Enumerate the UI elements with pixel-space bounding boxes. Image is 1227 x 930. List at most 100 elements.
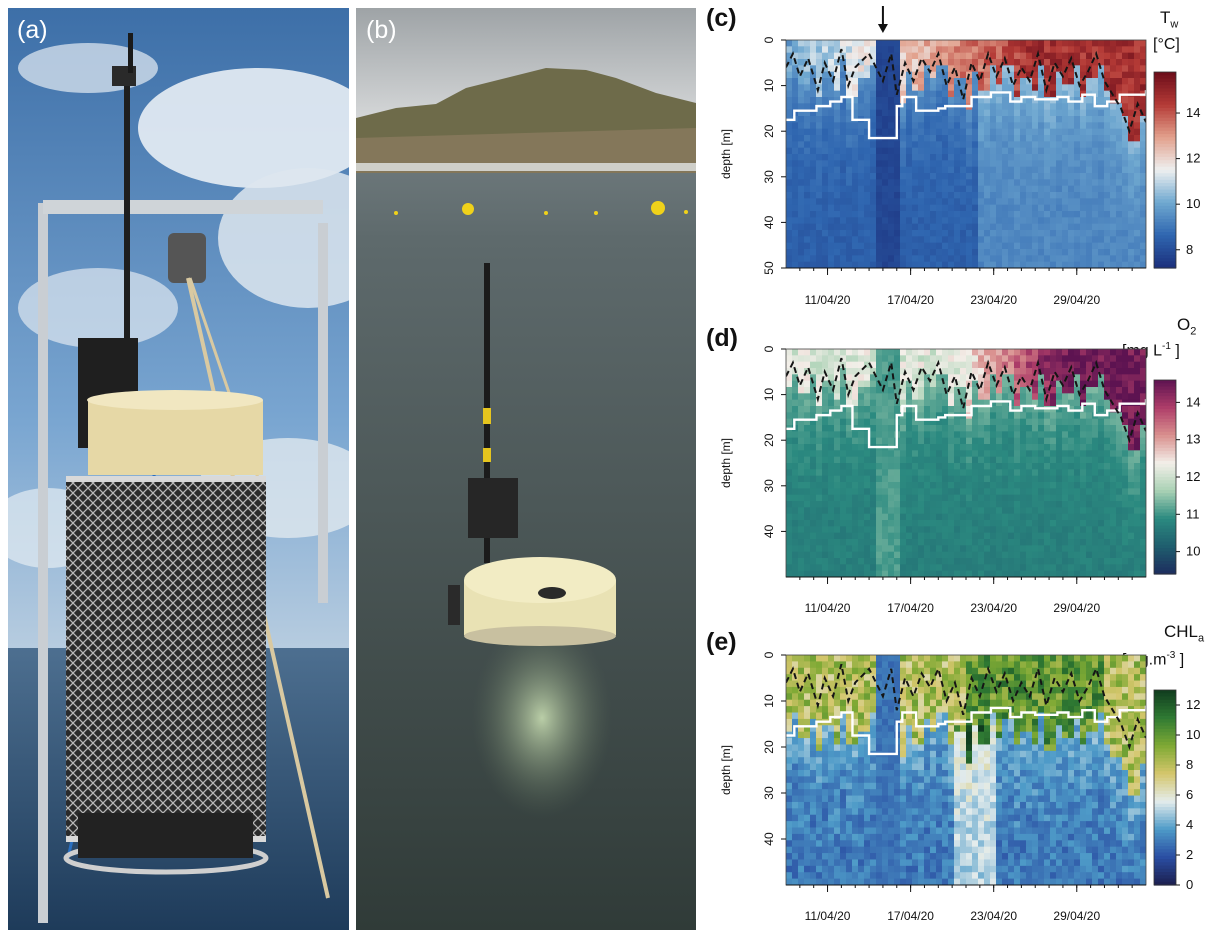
heatmap-cell [834,368,841,375]
heatmap-cell [1014,361,1021,369]
heatmap-cell [792,361,799,369]
heatmap-cell [996,90,1003,98]
heatmap-cell [792,564,799,572]
heatmap-cell [948,242,955,250]
heatmap-cell [828,236,835,244]
heatmap-cell [966,513,973,521]
heatmap-cell [1062,507,1069,515]
heatmap-cell [900,393,907,401]
heatmap-cell [1032,90,1039,98]
heatmap-cell [792,179,799,187]
heatmap-cell [1044,249,1051,256]
heatmap-cell [942,122,949,130]
heatmap-cell [1110,166,1117,174]
heatmap-cell [786,763,793,771]
heatmap-cell [1140,507,1146,515]
heatmap-cell [1086,507,1093,515]
heatmap-cell [858,501,865,508]
heatmap-cell [948,520,955,527]
heatmap-cell [822,211,829,218]
heatmap-cell [1056,40,1063,47]
heatmap-cell [1074,355,1081,363]
heatmap-cell [1002,374,1009,382]
heatmap-cell [948,355,955,363]
heatmap-cell [876,154,883,161]
heatmap-cell [1020,526,1027,534]
heatmap-cell [1098,444,1105,451]
heatmap-cell [990,116,997,123]
colorbar-swatch [1154,434,1176,439]
heatmap-cell [834,686,841,694]
heatmap-cell [804,878,811,885]
heatmap-cell [1020,223,1027,231]
heatmap-cell [1044,90,1051,98]
heatmap-cell [954,482,961,489]
heatmap-cell [924,361,931,369]
heatmap-cell [912,236,919,244]
heatmap-cell [906,261,913,268]
heatmap-cell [996,128,1003,136]
heatmap-cell [1068,236,1075,244]
heatmap-cell [798,154,805,161]
heatmap-cell [1050,469,1057,477]
heatmap-cell [840,469,847,477]
heatmap-cell [1086,361,1093,369]
heatmap-cell [1014,179,1021,187]
heatmap-cell [1080,147,1087,155]
heatmap-cell [846,674,853,682]
heatmap-cell [1056,475,1063,483]
heatmap-cell [906,204,913,212]
heatmap-cell [810,859,817,867]
heatmap-cell [846,706,853,714]
heatmap-cell [978,179,985,187]
heatmap-cell [1122,192,1129,199]
heatmap-cell [888,46,895,54]
heatmap-cell [894,211,901,218]
heatmap-cell [1050,249,1057,256]
heatmap-cell [1128,154,1135,161]
heatmap-cell [942,173,949,180]
heatmap-cell [804,230,811,237]
heatmap-cell [840,90,847,98]
heatmap-cell [936,361,943,369]
heatmap-cell [882,230,889,237]
heatmap-cell [792,706,799,714]
heatmap-cell [1014,122,1021,130]
heatmap-cell [972,90,979,98]
heatmap-cell [1008,463,1015,470]
heatmap-cell [1056,437,1063,445]
heatmap-cell [798,827,805,835]
heatmap-cell [1014,437,1021,445]
heatmap-cell [834,122,841,130]
heatmap-cell [882,166,889,174]
heatmap-cell [1098,179,1105,187]
heatmap-cell [960,463,967,470]
heatmap-cell [792,520,799,527]
heatmap-cell [912,349,919,356]
heatmap-cell [786,230,793,237]
heatmap-cell [1122,185,1129,193]
heatmap-cell [1092,355,1099,363]
heatmap-cell [1020,539,1027,546]
heatmap-cell [960,532,967,540]
heatmap-cell [876,355,883,363]
heatmap-cell [1026,103,1033,111]
heatmap-cell [936,84,943,92]
heatmap-cell [1140,166,1146,174]
heatmap-cell [924,255,931,263]
heatmap-cell [966,204,973,212]
heatmap-cell [1104,204,1111,212]
heatmap-cell [1068,551,1075,559]
heatmap-cell [792,46,799,54]
heatmap-cell [1140,501,1146,508]
heatmap-cell [810,78,817,85]
heatmap-cell [954,456,961,464]
heatmap-cell [888,154,895,161]
heatmap-cell [1092,192,1099,199]
heatmap-cell [1032,532,1039,540]
heatmap-cell [798,674,805,682]
heatmap-cell [912,513,919,521]
heatmap-cell [1026,482,1033,489]
heatmap-cell [1098,393,1105,401]
